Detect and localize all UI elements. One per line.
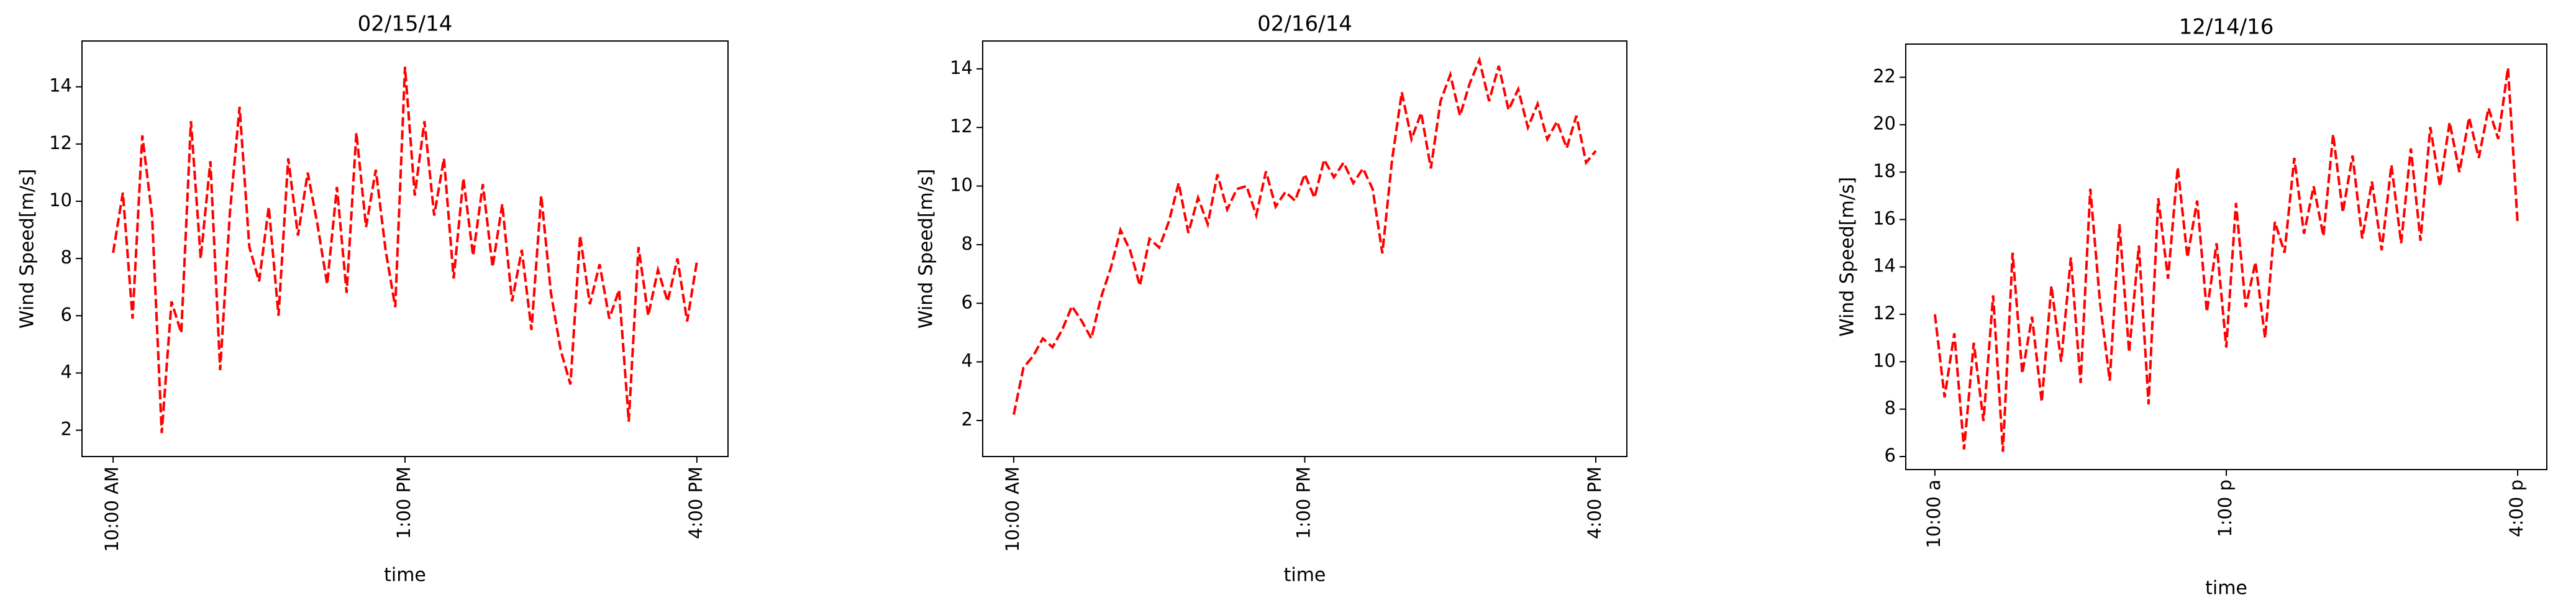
y-tick-label: 8: [962, 233, 973, 254]
y-tick-label: 22: [1873, 65, 1896, 86]
y-axis-label: Wind Speed[m/s]: [1837, 177, 1859, 337]
data-line: [1933, 67, 2519, 452]
y-tick-label: 14: [1873, 255, 1896, 276]
x-tick-label: 10:00 AM: [101, 466, 122, 552]
x-tick-label: 4:00 p: [2506, 480, 2527, 537]
y-tick-label: 12: [49, 132, 72, 153]
chart-panel: 02/15/14 2 4 6 8 10 12 14 10:00 AM 1:00 PM 4:00 PM…: [17, 12, 729, 586]
x-tick-label: 4:00 PM: [1584, 466, 1605, 539]
y-tick-label: 12: [950, 116, 973, 137]
x-tick-label: 10:00 a: [1923, 480, 1944, 548]
y-tick-label: 20: [1873, 113, 1896, 134]
x-axis-label: time: [384, 565, 426, 586]
y-tick-label: 4: [61, 361, 72, 382]
y-axis-label: Wind Speed[m/s]: [17, 169, 39, 329]
chart-title: 12/14/16: [2179, 15, 2274, 40]
y-tick-label: 10: [950, 175, 973, 196]
y-tick-label: 6: [1885, 445, 1896, 466]
plot-frame: [1905, 43, 2547, 470]
y-tick-label: 2: [61, 419, 72, 440]
y-tick-label: 12: [1873, 302, 1896, 324]
data-line: [112, 66, 698, 434]
y-tick-label: 6: [61, 304, 72, 325]
y-tick-label: 2: [962, 409, 973, 430]
x-tick-label: 1:00 p: [2214, 480, 2236, 537]
x-tick-label: 10:00 AM: [1002, 466, 1023, 552]
y-tick-label: 8: [1885, 398, 1896, 419]
data-line: [1013, 56, 1597, 415]
y-tick-label: 4: [962, 350, 973, 371]
x-axis-label: time: [2205, 578, 2247, 599]
y-tick-label: 14: [950, 57, 973, 78]
x-axis-label: time: [1284, 565, 1326, 586]
y-tick-label: 18: [1873, 160, 1896, 181]
plot-frame: [982, 40, 1627, 457]
y-tick-label: 6: [962, 291, 973, 312]
chart-panel: 12/14/16 6 8 10 12 14 16 18 20 22 10:00 a 1:00 p 4:0…: [1837, 15, 2547, 599]
x-tick-label: 1:00 PM: [393, 466, 414, 539]
y-tick-label: 10: [49, 189, 72, 211]
y-axis-label: Wind Speed[m/s]: [916, 169, 937, 329]
x-tick-label: 1:00 PM: [1293, 466, 1314, 539]
x-tick-label: 4:00 PM: [685, 466, 706, 539]
chart-title: 02/15/14: [358, 12, 453, 37]
y-tick-label: 8: [61, 247, 72, 268]
y-tick-label: 16: [1873, 207, 1896, 229]
chart-title: 02/16/14: [1257, 12, 1352, 37]
y-tick-label: 14: [49, 75, 72, 96]
chart-panel: 02/16/14 2 4 6 8 10 12 14 10:00 AM 1:00 PM 4:00 PM…: [916, 12, 1627, 586]
y-tick-label: 10: [1873, 350, 1896, 371]
